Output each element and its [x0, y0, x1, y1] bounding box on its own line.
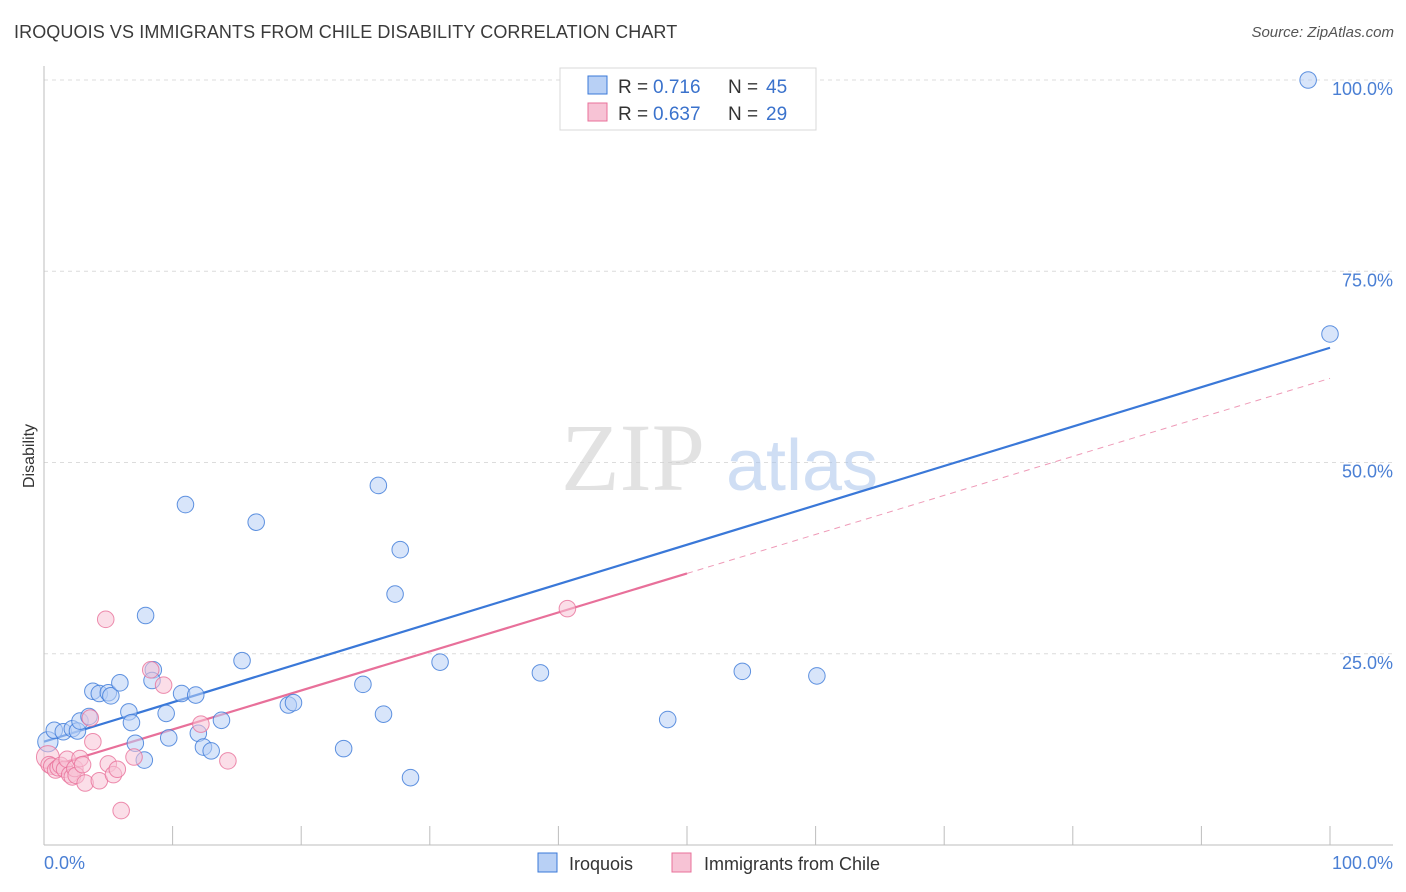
- legend-r-value-2: 0.637: [653, 104, 701, 125]
- trend-line-iroquois: [43, 346, 1331, 743]
- data-point-iroquois: [354, 675, 372, 694]
- data-point-chile: [96, 610, 115, 629]
- data-point-chile: [84, 732, 102, 751]
- legend-n-label-1: N =: [728, 77, 758, 98]
- data-point-iroquois: [284, 693, 303, 712]
- legend-swatch-iroquois: [587, 75, 608, 95]
- bottom-legend-label-iroquois: Iroquois: [569, 854, 633, 874]
- legend-swatch-chile: [587, 102, 608, 122]
- data-point-iroquois: [186, 686, 205, 704]
- data-point-chile: [112, 801, 130, 820]
- data-point-iroquois: [386, 585, 404, 603]
- trend-line-chile: [43, 572, 688, 770]
- trend-line-extension-chile: [686, 377, 1331, 574]
- data-point-iroquois: [334, 739, 353, 758]
- data-points: [35, 71, 1339, 820]
- data-point-iroquois: [159, 729, 178, 747]
- y-axis-title: Disability: [21, 424, 38, 488]
- data-point-chile: [81, 709, 100, 727]
- data-point-iroquois: [202, 742, 220, 760]
- source-label: Source: ZipAtlas.com: [1251, 24, 1394, 41]
- legend-r-label-2: R =: [618, 104, 648, 125]
- data-point-chile: [219, 752, 237, 770]
- data-point-chile: [192, 715, 210, 733]
- watermark-zip: ZIP: [561, 404, 705, 511]
- x-tick-label-min: 0.0%: [44, 853, 85, 873]
- data-point-iroquois: [233, 651, 251, 670]
- bottom-legend-swatch-chile: [671, 852, 692, 873]
- data-point-iroquois: [176, 495, 195, 514]
- legend-r-value-1: 0.716: [653, 77, 701, 98]
- data-point-iroquois: [111, 674, 129, 692]
- y-tick-label: 100.0%: [1332, 79, 1393, 99]
- watermark-atlas: atlas: [726, 426, 878, 506]
- data-point-chile: [141, 661, 160, 679]
- data-point-chile: [558, 599, 577, 618]
- data-point-iroquois: [102, 687, 120, 705]
- x-tick-label-max: 100.0%: [1332, 853, 1393, 873]
- legend-n-value-1: 45: [766, 77, 787, 98]
- data-point-iroquois: [658, 710, 677, 729]
- bottom-legend: Iroquois Immigrants from Chile: [537, 852, 880, 874]
- y-tick-label: 50.0%: [1342, 462, 1393, 482]
- legend-n-label-2: N =: [728, 104, 758, 125]
- data-point-chile: [125, 748, 143, 766]
- y-tick-labels: 25.0% 50.0% 75.0% 100.0%: [1332, 79, 1393, 673]
- axes: [43, 66, 1393, 846]
- legend-r-label-1: R =: [618, 77, 648, 98]
- data-point-iroquois: [531, 664, 550, 682]
- data-point-iroquois: [122, 713, 141, 732]
- data-point-iroquois: [808, 667, 826, 685]
- data-point-iroquois: [136, 606, 155, 625]
- data-point-iroquois: [247, 513, 265, 531]
- legend: R = 0.716 N = 45 R = 0.637 N = 29: [559, 67, 817, 131]
- bottom-legend-swatch-iroquois: [537, 852, 558, 873]
- data-point-iroquois: [391, 540, 409, 559]
- chart-title: IROQUOIS VS IMMIGRANTS FROM CHILE DISABI…: [14, 22, 678, 42]
- data-point-chile: [73, 755, 92, 774]
- data-point-iroquois: [431, 653, 449, 671]
- y-tick-label: 25.0%: [1342, 653, 1393, 673]
- data-point-iroquois: [1321, 325, 1339, 343]
- trend-lines: [43, 346, 1331, 770]
- data-point-iroquois: [733, 662, 752, 681]
- bottom-legend-label-chile: Immigrants from Chile: [704, 854, 880, 874]
- data-point-chile: [108, 760, 127, 779]
- data-point-iroquois: [157, 704, 175, 723]
- y-tick-label: 75.0%: [1342, 270, 1393, 290]
- legend-n-value-2: 29: [766, 104, 787, 125]
- data-point-chile: [154, 676, 173, 694]
- data-point-iroquois: [212, 711, 231, 730]
- data-point-iroquois: [1299, 71, 1317, 89]
- data-point-iroquois: [374, 705, 393, 723]
- data-point-iroquois: [369, 476, 388, 495]
- grid-lines: [44, 79, 1393, 655]
- data-point-iroquois: [401, 768, 420, 787]
